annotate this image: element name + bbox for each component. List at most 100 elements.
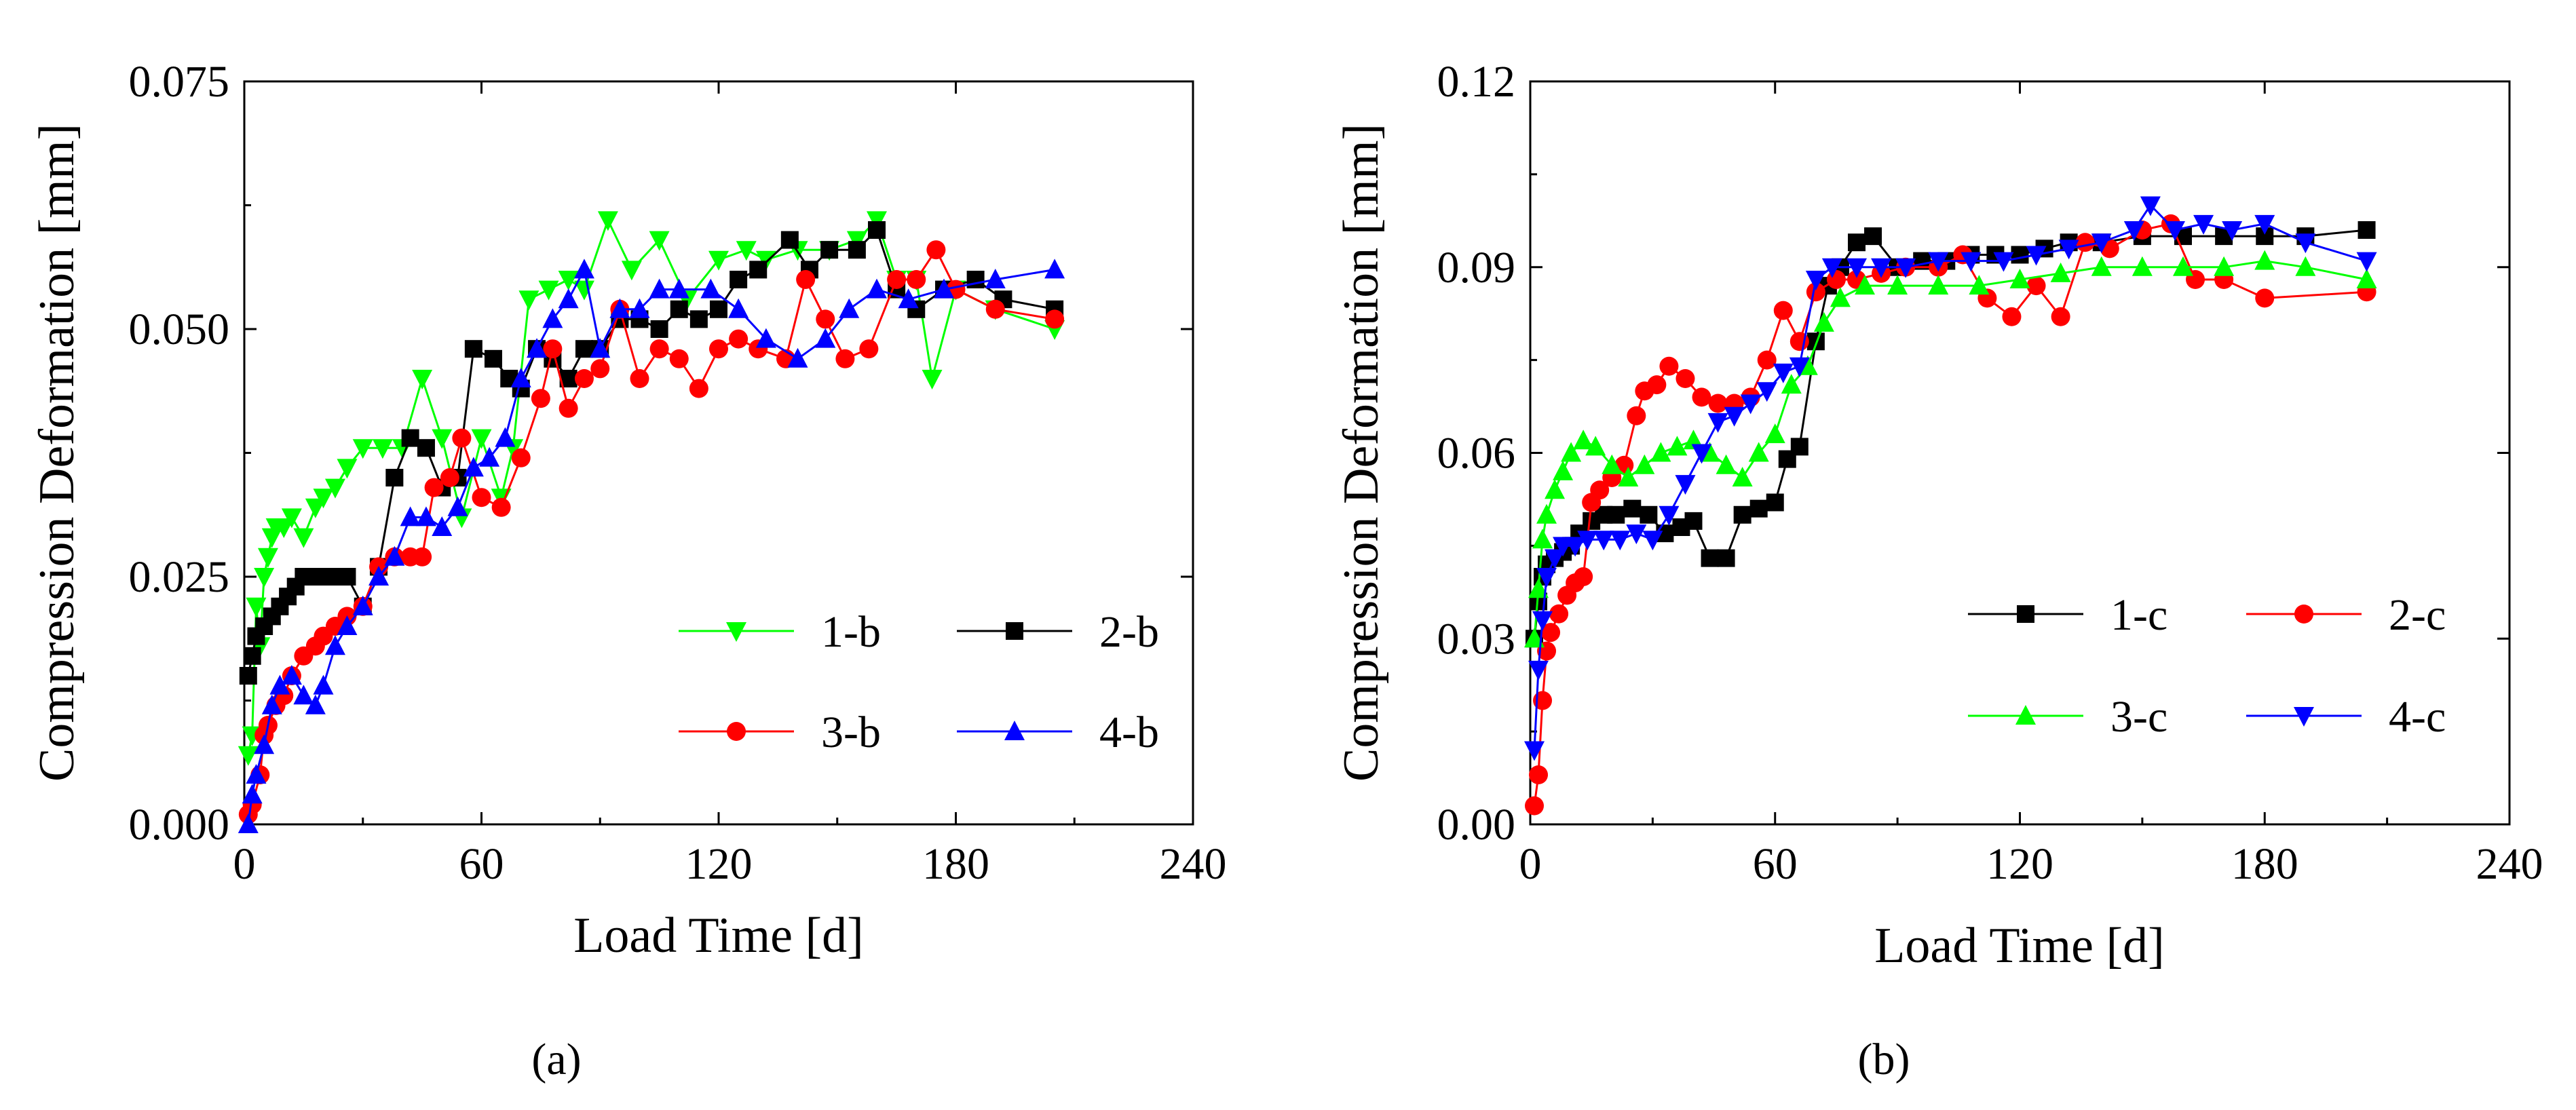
panel-b-data-point-1-c (1623, 499, 1642, 518)
panel-a-legend: 1-b 2-b 3-b 4-b (679, 607, 1159, 757)
panel-a-series-1-b (238, 211, 1065, 766)
panel-b-data-point-4-c (1707, 413, 1728, 433)
panel-a-data-point-4-b (542, 308, 563, 328)
panel-b-data-point-4-c (1895, 258, 1916, 278)
panel-a-data-point-4-b (269, 674, 290, 695)
panel-a-data-point-3-b (543, 339, 563, 359)
panel-b-data-point-2-c (1659, 356, 1679, 376)
panel-a-data-point-1-b (471, 429, 492, 449)
panel-b-x-tick-label: 0 (1519, 839, 1542, 889)
panel-a-data-point-4-b (867, 278, 887, 299)
panel-a-data-point-1-b (281, 508, 302, 529)
panel-a-data-point-2-b (401, 429, 419, 447)
panel-a-data-point-4-b (839, 298, 860, 318)
panel-a-data-point-3-b (440, 468, 459, 487)
panel-b-legend-marker-2-c (2294, 605, 2313, 624)
panel-b-data-point-3-c (1887, 275, 1908, 295)
panel-a-data-point-4-b (238, 814, 259, 833)
panel-b-data-point-4-c (1846, 258, 1867, 278)
panel-a-data-point-4-b (1044, 259, 1065, 279)
panel-a-data-point-4-b (463, 457, 484, 477)
panel-a-data-point-2-b (820, 241, 839, 259)
panel-b-data-point-4-c (1642, 531, 1663, 551)
panel-b-data-point-4-c (2123, 221, 2144, 241)
panel-b-data-point-3-c (1536, 503, 1557, 524)
panel-a-data-point-3-b (630, 369, 649, 388)
panel-b-data-point-4-c (1871, 258, 1892, 278)
panel-b-data-point-2-c (1529, 765, 1549, 784)
panel-b-y-tick-label: 0.03 (1437, 614, 1516, 664)
panel-b-data-point-4-c (1961, 252, 1982, 272)
panel-b: 0 60 120 180 240 0.00 0.03 0.06 0.09 0.12 Load T… (1333, 57, 2543, 1084)
panel-b-data-point-3-c (1716, 454, 1737, 474)
panel-a-data-point-2-b (306, 568, 324, 586)
panel-a-data-point-1-b (573, 280, 594, 301)
panel-a-data-point-2-b (848, 241, 866, 259)
panel-a-y-tick-label: 0.075 (129, 57, 230, 107)
panel-b-legend-item-4-c: 4-c (2246, 692, 2446, 742)
panel-a-data-point-1-b (257, 548, 278, 568)
panel-b-data-point-1-c (1701, 549, 1719, 567)
panel-b-data-point-2-c (1708, 394, 1728, 413)
panel-b-data-point-2-c (1647, 375, 1667, 395)
panel-a-series-line-1-b (247, 217, 1055, 756)
panel-a-data-point-4-b (934, 278, 955, 299)
panel-b-data-point-3-c (2295, 256, 2316, 276)
panel-b-data-point-4-c (1928, 252, 1949, 272)
panel-a-data-point-4-b (337, 615, 358, 635)
panel-a-data-point-4-b (261, 694, 282, 714)
panel-b-data-point-3-c (1532, 529, 1553, 549)
panel-b-data-point-2-c (1590, 480, 1610, 500)
panel-a-data-point-3-b (574, 369, 594, 388)
panel-a-data-point-4-b (242, 784, 263, 804)
panel-b-data-point-1-c (1848, 233, 1865, 252)
panel-b-data-point-4-c (1691, 444, 1712, 464)
panel-a-label: (a) (531, 1035, 581, 1084)
panel-a-data-point-2-b (417, 439, 435, 457)
panel-b-series-2-c (1525, 214, 2376, 816)
panel-b-y-tick-label: 0.12 (1437, 57, 1516, 107)
panel-b-data-point-2-c (2255, 288, 2275, 308)
panel-a-data-point-4-b (281, 665, 302, 685)
panel-a-data-point-4-b (352, 595, 373, 615)
panel-a-data-point-4-b (254, 734, 275, 754)
panel-b-data-point-4-c (2295, 233, 2316, 254)
panel-a-data-point-4-b (510, 368, 531, 387)
panel-a-data-point-4-b (558, 288, 579, 309)
panel-a-data-point-1-b (337, 459, 358, 479)
panel-b-x-tick-label: 60 (1753, 839, 1798, 889)
panel-b-legend-label-1-c: 1-c (2110, 590, 2167, 640)
panel-b-data-point-4-c (1993, 252, 2014, 272)
panel-a-y-tick-label: 0.050 (129, 305, 230, 354)
panel-a-data-point-4-b (479, 446, 500, 467)
panel-a-data-point-2-b (243, 647, 261, 665)
panel-b-series-line-2-c (1533, 223, 2367, 806)
panel-a-data-point-2-b (868, 221, 886, 239)
panel-b-data-point-4-c (1528, 660, 1549, 681)
panel-b-data-point-4-c (1659, 505, 1680, 526)
panel-a-data-point-1-b (324, 478, 345, 499)
panel-a-data-point-2-b (338, 568, 356, 586)
panel-b-data-point-3-c (1764, 423, 1785, 444)
panel-b-data-point-4-c (2058, 240, 2079, 260)
panel-b-data-point-3-c (2214, 256, 2235, 276)
panel-b-legend-item-1-c: 1-c (1968, 590, 2167, 640)
panel-a-data-point-3-b (907, 270, 926, 289)
panel-a-data-point-2-b (385, 469, 404, 486)
panel-a-data-point-1-b (538, 280, 559, 301)
panel-a-data-point-2-b (780, 231, 799, 249)
panel-a-data-point-4-b (293, 685, 314, 705)
panel-a-data-point-4-b (368, 566, 390, 586)
panel-b-data-point-3-c (1732, 467, 1753, 486)
panel-b-data-point-3-c (2132, 256, 2153, 276)
panel-a-data-point-2-b (689, 310, 708, 328)
panel-a-legend-label-3-b: 3-b (821, 708, 881, 757)
panel-b-y-tick-label: 0.06 (1437, 429, 1516, 478)
panel-b-x-tick-label: 240 (2476, 839, 2543, 889)
panel-a-data-point-4-b (432, 516, 453, 536)
panel-b-y-axis-label: Compression Deformation [mm] (1333, 123, 1389, 782)
panel-b-data-point-3-c (1748, 442, 1769, 462)
panel-a-data-point-4-b (700, 278, 721, 299)
panel-a-data-point-3-b (452, 428, 472, 448)
panel-b-data-point-4-c (1724, 406, 1745, 427)
